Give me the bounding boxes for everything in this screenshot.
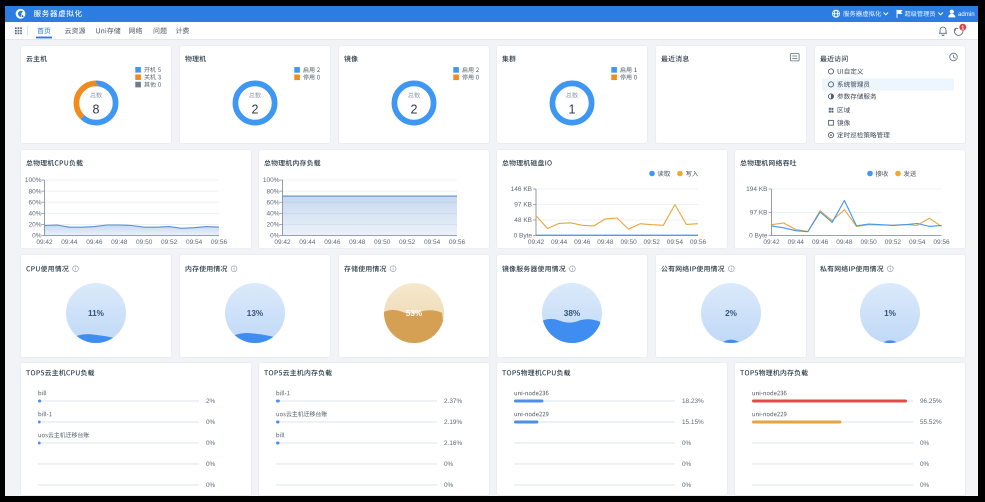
svg-text:2: 2 bbox=[252, 103, 259, 117]
svg-text:09:50: 09:50 bbox=[374, 239, 391, 246]
svg-text:53%: 53% bbox=[406, 309, 423, 318]
svg-text:09:46: 09:46 bbox=[86, 239, 103, 246]
svg-text:40%: 40% bbox=[28, 211, 41, 218]
svg-text:09:48: 09:48 bbox=[111, 239, 128, 246]
svg-text:0%: 0% bbox=[682, 461, 692, 468]
svg-text:09:54: 09:54 bbox=[424, 239, 441, 246]
svg-text:09:46: 09:46 bbox=[574, 239, 591, 246]
svg-text:09:52: 09:52 bbox=[644, 239, 661, 246]
svg-text:09:52: 09:52 bbox=[161, 239, 178, 246]
svg-text:09:50: 09:50 bbox=[860, 239, 877, 246]
svg-text:09:46: 09:46 bbox=[324, 239, 341, 246]
svg-text:48 KB: 48 KB bbox=[514, 217, 532, 224]
svg-text:09:44: 09:44 bbox=[788, 239, 805, 246]
svg-text:11%: 11% bbox=[88, 309, 105, 318]
svg-text:0%: 0% bbox=[206, 440, 216, 447]
svg-text:09:56: 09:56 bbox=[211, 239, 228, 246]
svg-text:09:44: 09:44 bbox=[299, 239, 316, 246]
svg-text:09:48: 09:48 bbox=[836, 239, 853, 246]
svg-text:09:54: 09:54 bbox=[909, 239, 926, 246]
svg-text:09:44: 09:44 bbox=[551, 239, 568, 246]
svg-text:20%: 20% bbox=[266, 222, 279, 229]
svg-text:0%: 0% bbox=[920, 440, 930, 447]
svg-text:100%: 100% bbox=[25, 177, 42, 184]
svg-text:2.16%: 2.16% bbox=[444, 440, 462, 447]
svg-text:09:52: 09:52 bbox=[399, 239, 416, 246]
svg-text:60%: 60% bbox=[28, 199, 41, 206]
svg-text:8: 8 bbox=[93, 103, 100, 117]
svg-text:0%: 0% bbox=[682, 482, 692, 489]
svg-text:1: 1 bbox=[961, 25, 964, 31]
svg-text:09:52: 09:52 bbox=[885, 239, 902, 246]
svg-text:18.23%: 18.23% bbox=[682, 398, 704, 405]
svg-text:80%: 80% bbox=[266, 188, 279, 195]
svg-text:09:56: 09:56 bbox=[690, 239, 707, 246]
svg-text:09:42: 09:42 bbox=[36, 239, 53, 246]
svg-text:0%: 0% bbox=[206, 461, 216, 468]
svg-text:194 KB: 194 KB bbox=[746, 186, 767, 193]
svg-text:0%: 0% bbox=[920, 482, 930, 489]
svg-text:55.52%: 55.52% bbox=[920, 419, 942, 426]
svg-text:0%: 0% bbox=[444, 482, 454, 489]
svg-text:09:56: 09:56 bbox=[449, 239, 466, 246]
svg-text:09:44: 09:44 bbox=[61, 239, 78, 246]
svg-text:09:42: 09:42 bbox=[274, 239, 291, 246]
svg-text:146 KB: 146 KB bbox=[511, 186, 532, 193]
svg-text:1: 1 bbox=[569, 103, 576, 117]
svg-text:09:54: 09:54 bbox=[667, 239, 684, 246]
svg-text:0%: 0% bbox=[682, 440, 692, 447]
svg-text:100%: 100% bbox=[263, 177, 280, 184]
svg-text:1%: 1% bbox=[884, 309, 897, 318]
svg-text:admin: admin bbox=[958, 11, 975, 18]
svg-text:13%: 13% bbox=[247, 309, 264, 318]
svg-text:0%: 0% bbox=[32, 233, 42, 240]
svg-text:15.15%: 15.15% bbox=[682, 419, 704, 426]
svg-text:09:50: 09:50 bbox=[620, 239, 637, 246]
svg-text:09:46: 09:46 bbox=[812, 239, 829, 246]
svg-text:0 Byte: 0 Byte bbox=[514, 233, 533, 240]
svg-text:09:42: 09:42 bbox=[528, 239, 545, 246]
svg-text:2%: 2% bbox=[725, 309, 738, 318]
svg-text:38%: 38% bbox=[564, 309, 581, 318]
svg-text:0%: 0% bbox=[270, 233, 280, 240]
svg-text:20%: 20% bbox=[28, 222, 41, 229]
svg-text:2.37%: 2.37% bbox=[444, 398, 462, 405]
svg-text:09:48: 09:48 bbox=[349, 239, 366, 246]
svg-text:96.25%: 96.25% bbox=[920, 398, 942, 405]
svg-text:2: 2 bbox=[411, 103, 418, 117]
svg-text:0 Byte: 0 Byte bbox=[749, 233, 768, 240]
svg-text:40%: 40% bbox=[266, 211, 279, 218]
svg-text:2.19%: 2.19% bbox=[444, 419, 462, 426]
svg-text:09:48: 09:48 bbox=[597, 239, 614, 246]
svg-text:2%: 2% bbox=[206, 398, 216, 405]
svg-text:09:42: 09:42 bbox=[763, 239, 780, 246]
svg-text:80%: 80% bbox=[28, 188, 41, 195]
svg-text:09:50: 09:50 bbox=[136, 239, 153, 246]
svg-text:0%: 0% bbox=[444, 461, 454, 468]
svg-text:97 KB: 97 KB bbox=[750, 210, 768, 217]
svg-text:60%: 60% bbox=[266, 199, 279, 206]
svg-text:97 KB: 97 KB bbox=[514, 202, 532, 209]
svg-text:09:54: 09:54 bbox=[186, 239, 203, 246]
svg-text:0%: 0% bbox=[206, 419, 216, 426]
svg-text:0%: 0% bbox=[206, 482, 216, 489]
svg-text:0%: 0% bbox=[920, 461, 930, 468]
svg-text:09:56: 09:56 bbox=[933, 239, 950, 246]
